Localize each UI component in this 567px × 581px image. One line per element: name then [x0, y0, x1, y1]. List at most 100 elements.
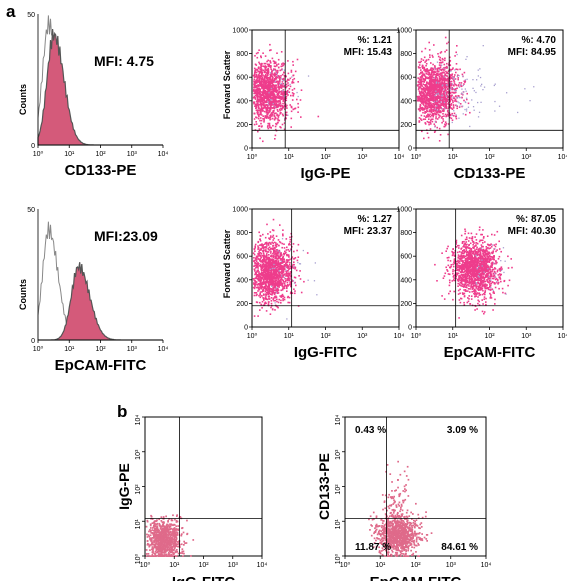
- scatter-point: [270, 105, 272, 108]
- scatter-point: [428, 87, 431, 90]
- scatter-point: [480, 244, 483, 246]
- scatter-point: [259, 82, 261, 85]
- scatter-point: [427, 92, 430, 95]
- scatter-point-sparse: [274, 81, 276, 83]
- scatter-point: [457, 77, 459, 79]
- scatter-point: [421, 94, 424, 97]
- scatter-point: [434, 97, 437, 99]
- scatter-point-sparse: [464, 88, 466, 90]
- scatter-point: [432, 118, 434, 120]
- scatter-point: [268, 298, 271, 300]
- scatter-point: [270, 279, 273, 282]
- scatter-point: [447, 273, 450, 275]
- scatter-point: [276, 306, 279, 308]
- scatter-point: [265, 247, 267, 249]
- scatter-point: [428, 106, 430, 109]
- scatter-point: [278, 119, 281, 122]
- scatter-point: [267, 79, 270, 81]
- scatter-point: [463, 250, 466, 252]
- scatter-point: [428, 77, 430, 80]
- scatter-point: [267, 64, 270, 66]
- scatter-point: [466, 274, 469, 277]
- scatter-point: [294, 292, 296, 295]
- scatter-point: [471, 286, 473, 289]
- scatter-point: [420, 118, 422, 120]
- scatter-point: [269, 313, 272, 315]
- scatter-point: [275, 74, 277, 76]
- scatter-point: [264, 55, 267, 57]
- scatter-point: [276, 91, 278, 93]
- scatter-point: [273, 265, 275, 268]
- scatter-point: [434, 65, 436, 67]
- scatter-point: [441, 68, 444, 70]
- scatter-point: [286, 261, 289, 263]
- scatter-point: [421, 100, 424, 103]
- scatter-point: [267, 59, 269, 62]
- scatter-point: [288, 243, 291, 245]
- scatter-point: [478, 279, 480, 281]
- scatter-point: [433, 71, 435, 73]
- scatter-point: [424, 122, 426, 124]
- scatter-point: [269, 118, 272, 120]
- scatter-point: [271, 113, 273, 115]
- scatter-point: [286, 287, 288, 290]
- scatter-point-sparse: [456, 105, 458, 107]
- scatter-point: [452, 270, 454, 273]
- scatter-point: [260, 76, 263, 78]
- scatter-point: [440, 95, 442, 97]
- scatter-point: [442, 92, 445, 95]
- scatter-point: [450, 84, 453, 87]
- scatter-point: [253, 81, 256, 84]
- scatter-point: [420, 97, 422, 99]
- scatter-point: [279, 102, 282, 105]
- scatter-point: [438, 105, 441, 108]
- scatter-point: [269, 108, 272, 111]
- scatter-point: [287, 295, 289, 298]
- scatter-point: [264, 75, 267, 77]
- scatter-point: [271, 236, 274, 238]
- x-tick-label: 10²: [320, 154, 331, 161]
- scatter-point: [446, 94, 448, 97]
- stat-percent: %: 4.70: [522, 35, 557, 46]
- scatter-point: [281, 107, 283, 110]
- scatter-point: [267, 92, 269, 95]
- scatter-point: [269, 277, 271, 280]
- scatter-point: [270, 255, 272, 257]
- scatter-point: [488, 255, 491, 257]
- scatter-point: [432, 103, 434, 105]
- scatter-point: [263, 121, 265, 123]
- y-axis-label: Counts: [18, 279, 28, 310]
- scatter-point: [452, 101, 454, 104]
- scatter-point: [277, 278, 280, 280]
- scatter-point: [447, 264, 450, 267]
- scatter-point: [269, 265, 272, 267]
- scatter-point: [288, 283, 291, 286]
- scatter-point: [444, 87, 447, 90]
- scatter-point: [468, 250, 471, 252]
- scatter-point-sparse: [455, 114, 457, 116]
- scatter-point: [261, 260, 263, 262]
- stat-percent: %: 1.27: [358, 214, 393, 225]
- scatter-point: [290, 117, 293, 120]
- scatter-point-sparse: [443, 67, 445, 70]
- scatter-point: [261, 307, 263, 309]
- scatter-point: [426, 88, 428, 91]
- scatter-point-sparse: [480, 85, 482, 87]
- scatter-point: [282, 282, 284, 285]
- scatter-point: [253, 75, 256, 77]
- scatter-point: [436, 112, 439, 114]
- scatter-point: [258, 287, 261, 289]
- scatter-point: [281, 271, 284, 274]
- scatter-point: [275, 77, 278, 80]
- scatter-point: [272, 111, 275, 113]
- scatter-point: [473, 288, 476, 291]
- scatter-point: [446, 42, 448, 45]
- scatter-point: [486, 235, 489, 237]
- scatter-point: [286, 267, 289, 269]
- scatter-point: [259, 263, 262, 266]
- scatter-point: [464, 246, 466, 248]
- scatter-point: [263, 258, 266, 261]
- scatter-point: [273, 261, 276, 264]
- scatter-point: [447, 98, 449, 101]
- scatter-point: [286, 107, 288, 109]
